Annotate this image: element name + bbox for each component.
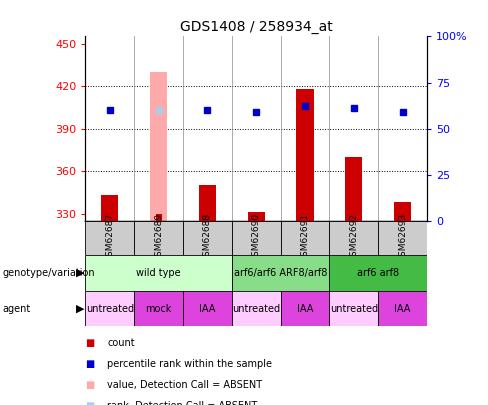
Bar	[85, 221, 134, 255]
Text: untreated: untreated	[330, 304, 378, 313]
Text: count: count	[107, 338, 135, 347]
Text: ■: ■	[85, 338, 95, 347]
Text: value, Detection Call = ABSENT: value, Detection Call = ABSENT	[107, 380, 263, 390]
Bar	[232, 221, 281, 255]
Bar	[329, 221, 378, 255]
Bar	[378, 291, 427, 326]
Text: IAA: IAA	[297, 304, 313, 313]
Text: percentile rank within the sample: percentile rank within the sample	[107, 359, 272, 369]
Bar	[281, 221, 329, 255]
Text: untreated: untreated	[86, 304, 134, 313]
Text: arf6/arf6 ARF8/arf8: arf6/arf6 ARF8/arf8	[234, 268, 327, 278]
Bar	[329, 255, 427, 291]
Text: GSM62691: GSM62691	[301, 213, 309, 262]
Text: mock: mock	[145, 304, 172, 313]
Bar	[183, 221, 232, 255]
Bar	[297, 89, 313, 221]
Text: GSM62689: GSM62689	[154, 213, 163, 262]
Bar	[134, 221, 183, 255]
Bar	[232, 255, 329, 291]
Bar	[248, 212, 265, 221]
Bar	[378, 221, 427, 255]
Bar	[156, 213, 162, 221]
Bar	[85, 291, 134, 326]
Text: IAA: IAA	[199, 304, 216, 313]
Title: GDS1408 / 258934_at: GDS1408 / 258934_at	[180, 20, 333, 34]
Bar	[85, 255, 232, 291]
Text: genotype/variation: genotype/variation	[2, 268, 95, 278]
Bar	[281, 291, 329, 326]
Text: wild type: wild type	[136, 268, 181, 278]
Text: GSM62693: GSM62693	[398, 213, 407, 262]
Text: ▶: ▶	[76, 304, 85, 313]
Bar	[199, 185, 216, 221]
Bar	[394, 202, 411, 221]
Bar	[329, 291, 378, 326]
Bar	[150, 72, 167, 221]
Text: ■: ■	[85, 380, 95, 390]
Text: IAA: IAA	[394, 304, 411, 313]
Text: rank, Detection Call = ABSENT: rank, Detection Call = ABSENT	[107, 401, 258, 405]
Text: GSM62692: GSM62692	[349, 213, 358, 262]
Bar	[134, 291, 183, 326]
Bar	[346, 157, 362, 221]
Text: agent: agent	[2, 304, 31, 313]
Text: GSM62690: GSM62690	[252, 213, 261, 262]
Text: ■: ■	[85, 359, 95, 369]
Bar	[232, 291, 281, 326]
Text: arf6 arf8: arf6 arf8	[357, 268, 399, 278]
Text: ■: ■	[85, 401, 95, 405]
Text: untreated: untreated	[232, 304, 280, 313]
Text: GSM62687: GSM62687	[105, 213, 114, 262]
Bar	[102, 195, 118, 221]
Text: ▶: ▶	[76, 268, 85, 278]
Bar	[183, 291, 232, 326]
Text: GSM62688: GSM62688	[203, 213, 212, 262]
